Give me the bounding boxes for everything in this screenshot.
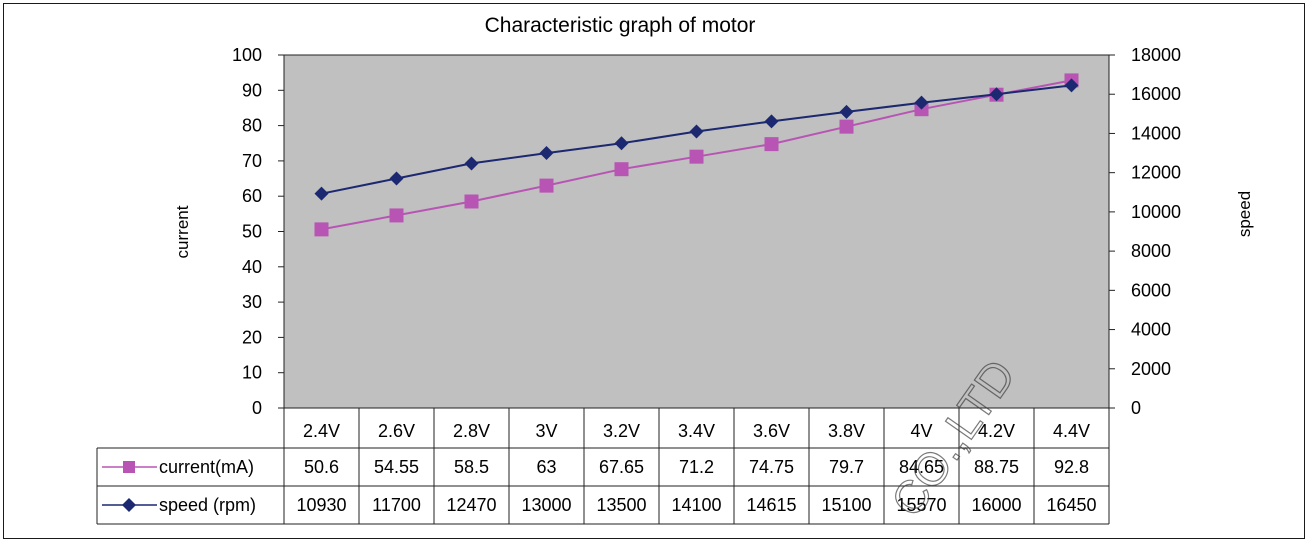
left-tick-label: 70	[242, 151, 262, 171]
category-label: 3.8V	[828, 421, 865, 441]
left-tick-label: 60	[242, 186, 262, 206]
data-point-square	[689, 149, 704, 164]
category-label: 3.4V	[678, 421, 715, 441]
right-tick-label: 14000	[1131, 123, 1181, 143]
left-tick-label: 80	[242, 116, 262, 136]
data-table: 2.4V 2.6V 2.8V 3V 3.2V 3.4V 3.6V 3.8V 4V 4.2V 4.4V…	[96, 407, 1110, 525]
right-tick-label: 8000	[1131, 241, 1171, 261]
data-value-label: 58.5	[454, 457, 489, 477]
category-label: 3.6V	[753, 421, 790, 441]
data-value-label: 14615	[746, 495, 796, 515]
data-value-label: 12470	[446, 495, 496, 515]
left-axis-label: current	[173, 205, 192, 258]
data-value-label: 54.55	[374, 457, 419, 477]
data-point-square	[389, 208, 404, 223]
left-tick-label: 40	[242, 257, 262, 277]
data-point-square	[539, 178, 554, 193]
data-point-square	[464, 194, 479, 209]
data-point-diamond	[389, 171, 404, 186]
series-lines	[314, 73, 1079, 237]
category-label: 4.2V	[978, 421, 1015, 441]
right-tick-label: 18000	[1131, 45, 1181, 65]
plot-area	[283, 54, 1110, 409]
left-tick-label: 10	[242, 363, 262, 383]
data-point-square	[839, 119, 854, 134]
data-value-label: 10930	[296, 495, 346, 515]
left-tick-label: 0	[252, 398, 262, 418]
data-point-diamond	[1064, 78, 1079, 93]
right-tick-label: 6000	[1131, 280, 1171, 300]
data-point-diamond	[314, 186, 329, 201]
data-value-label: 15100	[821, 495, 871, 515]
left-tick-label: 90	[242, 80, 262, 100]
right-tick-label: 4000	[1131, 320, 1171, 340]
data-point-diamond	[989, 87, 1004, 102]
data-point-diamond	[914, 95, 929, 110]
right-tick-label: 0	[1131, 398, 1141, 418]
data-value-label: 79.7	[829, 457, 864, 477]
data-value-label: 71.2	[679, 457, 714, 477]
left-y-axis: 0 10 20 30 40 50 60 70 80 90 100	[232, 45, 284, 418]
data-value-label: 16000	[971, 495, 1021, 515]
data-value-label: 67.65	[599, 457, 644, 477]
data-point-diamond	[614, 136, 629, 151]
data-value-label: 92.8	[1054, 457, 1089, 477]
data-point-diamond	[539, 146, 554, 161]
data-value-label: 14100	[671, 495, 721, 515]
category-label: 3V	[535, 421, 557, 441]
data-point-square	[614, 162, 629, 177]
left-tick-label: 30	[242, 292, 262, 312]
data-point-diamond	[689, 124, 704, 139]
legend-key-marker	[122, 498, 136, 512]
legend-series-name: current(mA)	[159, 457, 254, 477]
legend-series-name: speed (rpm)	[159, 495, 256, 515]
left-tick-label: 50	[242, 222, 262, 242]
right-tick-label: 12000	[1131, 163, 1181, 183]
left-tick-label: 100	[232, 45, 262, 65]
right-y-axis: 0 2000 4000 6000 8000 10000 12000 14000 16000 180…	[1109, 45, 1181, 418]
data-value-label: 13000	[521, 495, 571, 515]
right-tick-label: 16000	[1131, 84, 1181, 104]
category-label: 2.8V	[453, 421, 490, 441]
chart-title: Characteristic graph of motor	[485, 14, 756, 37]
data-value-label: 74.75	[749, 457, 794, 477]
category-label: 4.4V	[1053, 421, 1090, 441]
data-value-label: 11700	[372, 495, 421, 515]
category-label: 2.6V	[378, 421, 415, 441]
data-point-diamond	[464, 156, 479, 171]
data-value-label: 63	[536, 457, 556, 477]
right-tick-label: 10000	[1131, 202, 1181, 222]
left-tick-label: 20	[242, 327, 262, 347]
data-point-diamond	[839, 104, 854, 119]
data-value-label: 88.75	[974, 457, 1019, 477]
category-label: 4V	[910, 421, 932, 441]
data-point-diamond	[764, 114, 779, 129]
category-label: 2.4V	[303, 421, 340, 441]
data-value-label: 16450	[1046, 495, 1096, 515]
data-point-square	[764, 137, 779, 152]
legend-key-marker	[123, 461, 135, 473]
data-value-label: 13500	[596, 495, 646, 515]
data-value-label: 15570	[896, 495, 946, 515]
right-axis-label: speed	[1235, 191, 1254, 237]
data-value-label: 84.65	[899, 457, 944, 477]
chart-frame	[3, 3, 1305, 539]
data-value-label: 50.6	[304, 457, 339, 477]
category-label: 3.2V	[603, 421, 640, 441]
right-tick-label: 2000	[1131, 359, 1171, 379]
data-point-square	[314, 222, 329, 237]
